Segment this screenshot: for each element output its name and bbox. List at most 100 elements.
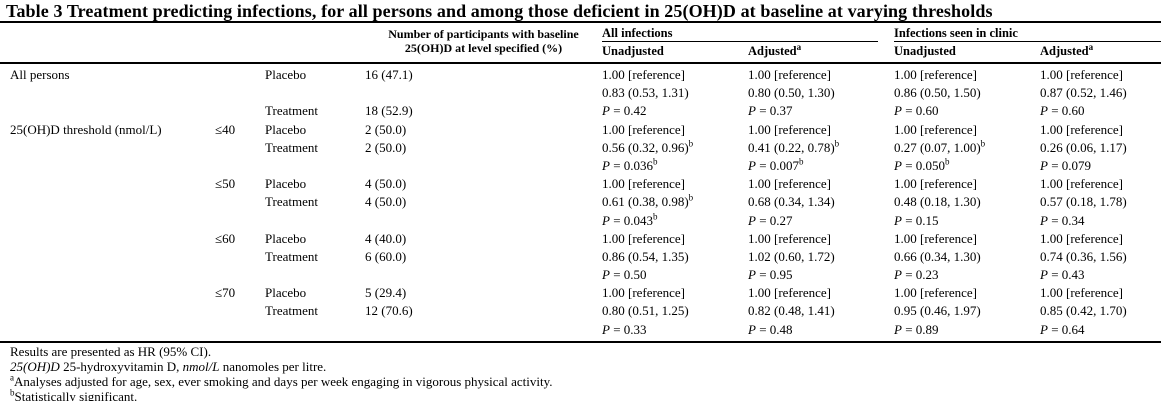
participants-cell: 2 (50.0) [365, 139, 407, 155]
value-cell: 1.00 [reference] [602, 285, 685, 301]
arm-cell: Treatment [265, 194, 318, 210]
threshold-cell [215, 248, 265, 266]
row-label-cell [10, 157, 215, 175]
value-cell: 0.27 (0.07, 1.00)b [894, 138, 986, 155]
value-cell: P = 0.60 [1040, 103, 1085, 119]
table-row: 25(OH)D threshold (nmol/L) ≤40 Placebo 2 (5… [10, 121, 1161, 139]
value-cell: 1.00 [reference] [894, 67, 977, 82]
participants-cell: 12 (70.6) [365, 303, 413, 319]
participants-cell: 2 (50.0) [365, 121, 407, 137]
value-cell: P = 0.036b [602, 156, 658, 173]
value-cell: 0.83 (0.53, 1.31) [602, 85, 689, 101]
participants-header-line1: Number of participants with baseline [388, 26, 579, 41]
arm-cell [265, 157, 365, 175]
row-label-cell: All persons [10, 67, 70, 82]
subheader-clinic-unadjusted: Unadjusted [894, 43, 956, 58]
subheader-all-unadjusted: Unadjusted [602, 43, 664, 58]
value-cell: P = 0.37 [748, 103, 793, 119]
value-cell: 0.41 (0.22, 0.78)b [748, 138, 840, 155]
value-cell: 1.00 [reference] [894, 230, 977, 246]
value-cell: 1.00 [reference] [1040, 230, 1123, 246]
value-cell: P = 0.43 [1040, 267, 1085, 283]
arm-cell: Placebo [265, 121, 307, 137]
row-label-cell [10, 175, 215, 193]
row-label-cell [10, 84, 215, 102]
participants-cell: 18 (52.9) [365, 103, 413, 119]
threshold-cell [215, 266, 265, 284]
row-label-cell [10, 102, 215, 120]
threshold-cell [215, 66, 265, 84]
row-label-cell [10, 266, 215, 284]
value-cell: 1.00 [reference] [748, 121, 831, 137]
value-cell: 0.68 (0.34, 1.34) [748, 194, 835, 210]
row-label-cell [10, 212, 215, 230]
table-row: Treatment 6 (60.0) 0.86 (0.54, 1.35) 1.02 (… [10, 248, 1161, 266]
value-cell: P = 0.079 [1040, 157, 1092, 173]
table-row: P = 0.036b P = 0.007b P = 0.050b P = 0.079 [10, 157, 1161, 175]
value-cell: 0.85 (0.42, 1.70) [1040, 303, 1127, 319]
row-label-cell [10, 193, 215, 211]
value-cell: 0.61 (0.38, 0.98)b [602, 192, 694, 210]
value-cell: 0.56 (0.32, 0.96)b [602, 138, 694, 155]
value-cell: 0.95 (0.46, 1.97) [894, 303, 981, 319]
participants-header-line2: 25(OH)D at level specified (%) [404, 40, 563, 55]
value-cell: 0.80 (0.51, 1.25) [602, 303, 689, 319]
participants-cell [365, 212, 602, 230]
value-cell: P = 0.050b [894, 156, 950, 173]
value-cell: 1.00 [reference] [1040, 285, 1123, 301]
table-row: ≤60 Placebo 4 (40.0) 1.00 [reference] 1.00 [… [10, 230, 1161, 248]
value-cell: 0.66 (0.34, 1.30) [894, 248, 981, 264]
value-cell: 0.80 (0.50, 1.30) [748, 85, 835, 101]
value-cell: 0.74 (0.36, 1.56) [1040, 248, 1127, 264]
row-label-cell [10, 284, 215, 302]
table-body: All persons Placebo 16 (47.1) 1.00 [referen… [0, 64, 1161, 339]
table-row: P = 0.043b P = 0.27 P = 0.15 P = 0.34 [10, 212, 1161, 230]
footnote-abbreviations: 25(OH)D 25-hydroxyvitamin D, nmol/L nano… [10, 359, 327, 375]
value-cell: P = 0.15 [894, 212, 939, 228]
participants-cell: 16 (47.1) [365, 67, 413, 82]
value-cell: 1.00 [reference] [894, 176, 977, 192]
subheader-clinic-adjusted: Adjusteda [1040, 41, 1094, 58]
arm-cell [265, 212, 365, 230]
participants-cell [365, 84, 602, 102]
table-row: Treatment 4 (50.0) 0.61 (0.38, 0.98)b 0.68 … [10, 193, 1161, 211]
row-label-cell [10, 321, 215, 339]
value-cell: 0.26 (0.06, 1.17) [1040, 139, 1127, 155]
header-group-row: All infections Infections seen in clinic [602, 23, 1161, 42]
value-cell: P = 0.64 [1040, 321, 1085, 337]
participants-cell [365, 266, 602, 284]
value-cell: 1.00 [reference] [894, 285, 977, 301]
table-title: Table 3 Treatment predicting infections,… [0, 0, 1161, 23]
participants-cell [365, 321, 602, 339]
threshold-cell [215, 193, 265, 211]
value-cell: 1.00 [reference] [602, 176, 685, 192]
threshold-cell [215, 302, 265, 320]
arm-cell [265, 84, 365, 102]
header-groups: All infections Infections seen in clinic… [602, 23, 1161, 63]
group-all-infections-label: All infections [602, 23, 878, 42]
arm-cell [265, 266, 365, 284]
table-row: P = 0.33 P = 0.48 P = 0.89 P = 0.64 [10, 321, 1161, 339]
participants-column-header: Number of participants with baseline 25(… [365, 23, 602, 63]
table-row: Treatment 2 (50.0) 0.56 (0.32, 0.96)b 0.41 … [10, 139, 1161, 157]
arm-cell: Treatment [265, 248, 318, 264]
row-label-cell [10, 302, 215, 320]
value-cell: P = 0.33 [602, 321, 647, 337]
participants-cell: 4 (50.0) [365, 176, 407, 192]
row-label-cell [10, 230, 215, 248]
table-bottom-rule [0, 340, 1161, 344]
value-cell: P = 0.50 [602, 267, 647, 283]
threshold-cell [215, 321, 265, 339]
value-cell: 0.87 (0.52, 1.46) [1040, 85, 1127, 101]
threshold-cell: ≤50 [215, 176, 236, 192]
threshold-cell [215, 84, 265, 102]
value-cell: 0.48 (0.18, 1.30) [894, 194, 981, 210]
value-cell: 1.00 [reference] [894, 121, 977, 137]
arm-cell: Placebo [265, 176, 307, 192]
table-row: All persons Placebo 16 (47.1) 1.00 [referen… [10, 66, 1161, 84]
table-row: Treatment 12 (70.6) 0.80 (0.51, 1.25) 0.82 … [10, 302, 1161, 320]
arm-cell: Treatment [265, 103, 318, 119]
row-label-cell: 25(OH)D threshold (nmol/L) [10, 121, 162, 137]
value-cell: P = 0.95 [748, 267, 793, 283]
row-label-cell [10, 248, 215, 266]
